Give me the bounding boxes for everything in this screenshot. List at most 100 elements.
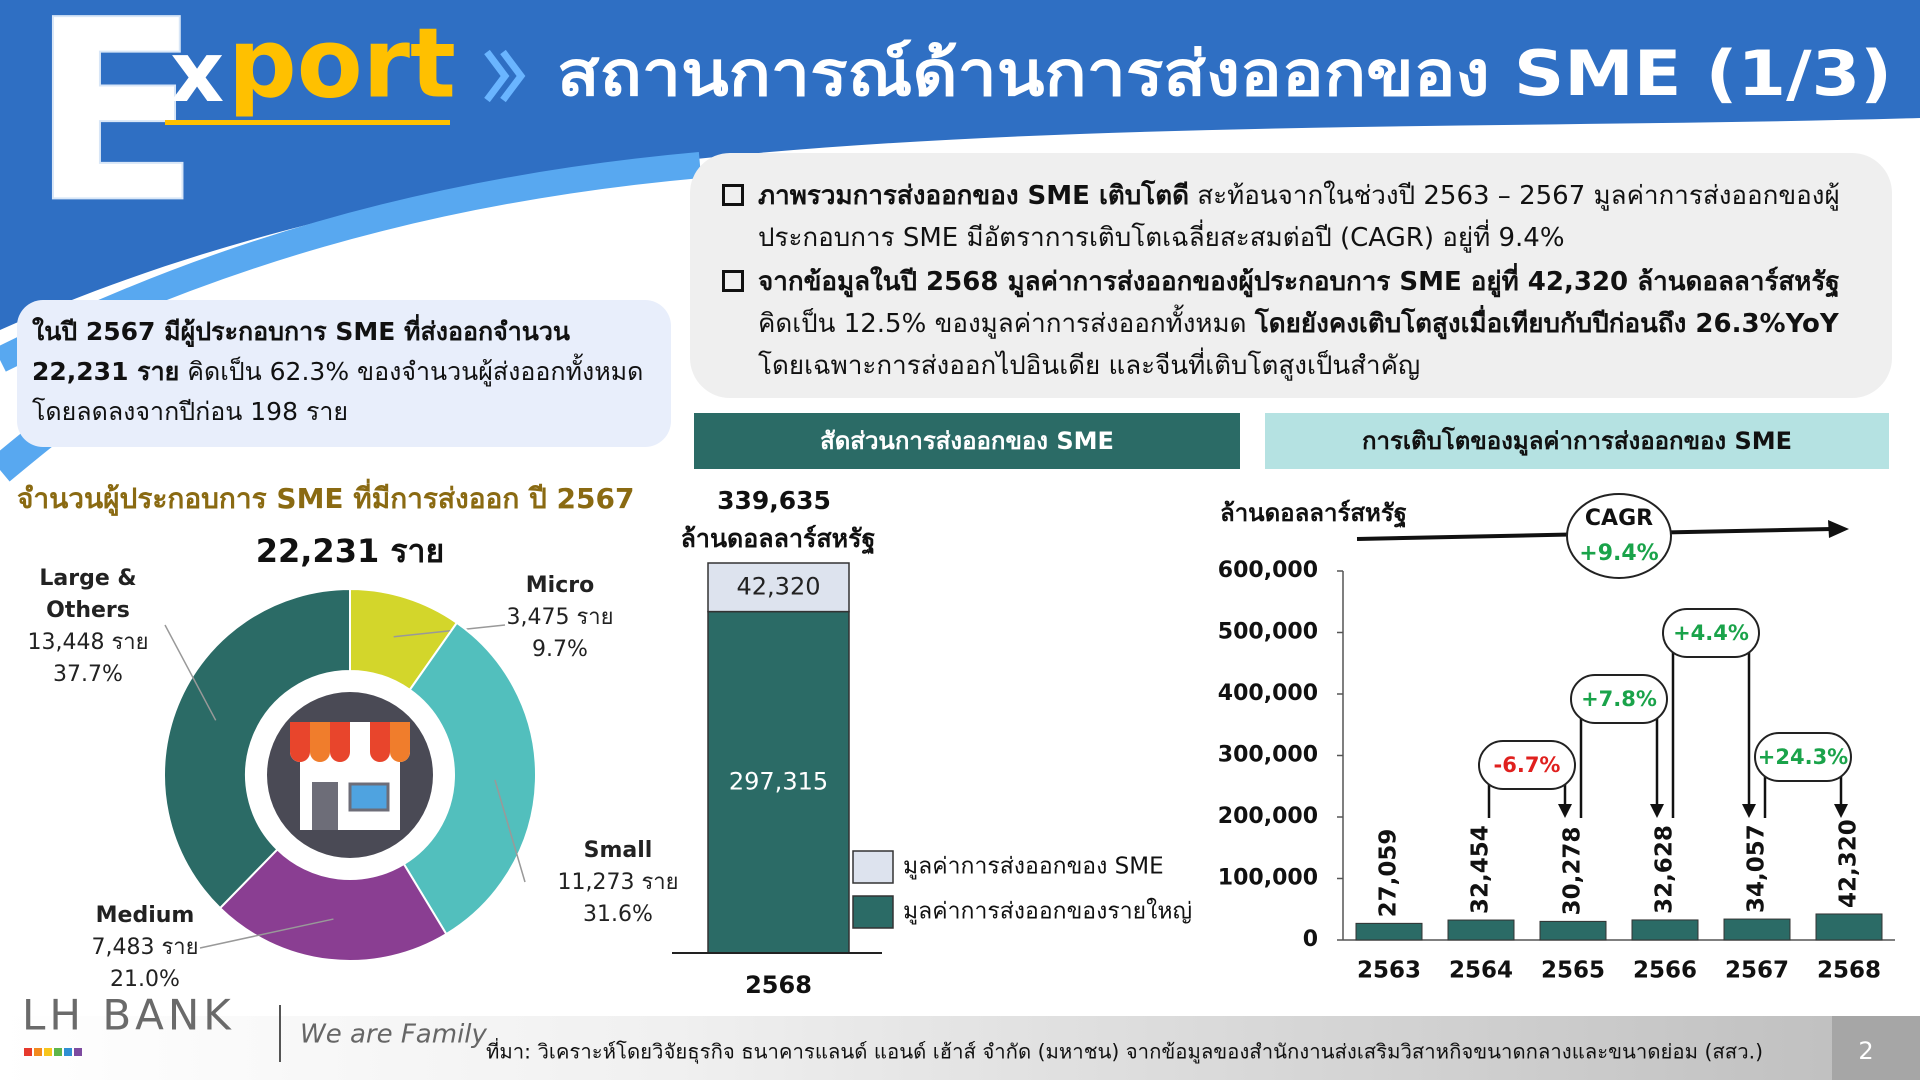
- value-label: 42,320: [1836, 819, 1862, 908]
- shop-door: [312, 782, 338, 830]
- slice-label: Large & Others 13,448 ราย 37.7%: [18, 563, 158, 691]
- arrow-head: [1834, 804, 1848, 818]
- square: [64, 1048, 72, 1056]
- y-axis-label: ล้านดอลลาร์สหรัฐ: [1220, 499, 1407, 529]
- y-tick-label: 100,000: [1218, 866, 1318, 891]
- slice-value: 7,483 ราย: [91, 935, 199, 960]
- text-run: โดยยังคงเติบโตสูงเมื่อเทียบกับปีก่อนถึง …: [1254, 309, 1839, 339]
- slice-name: Micro: [525, 573, 595, 598]
- bullet-box: [690, 153, 1892, 398]
- slide-title: สถานการณ์ด้านการส่งออกของ SME (1/3): [557, 37, 1892, 110]
- bullet: จากข้อมูลในปี 2568 มูลค่าการส่งออกของผู้…: [722, 261, 1872, 387]
- x-tick-label: 2563: [1357, 958, 1421, 984]
- footer-band: [0, 1016, 1920, 1080]
- text-run: โดยเฉพาะการส่งออกไปอินเดีย และจีนที่เติบ…: [758, 351, 1421, 381]
- slice-share: 21.0%: [110, 967, 180, 992]
- logo-e: E: [30, 0, 201, 257]
- legend-swatch: [852, 895, 894, 929]
- slice-value: 3,475 ราย: [506, 605, 614, 630]
- stack-header: [694, 413, 1240, 469]
- chevron: [484, 49, 526, 103]
- slice-name: Medium: [95, 903, 195, 928]
- bar: [1631, 919, 1699, 941]
- slice-value: 13,448 ราย: [27, 630, 149, 655]
- square: [54, 1048, 62, 1056]
- leader-line: [393, 624, 506, 638]
- bar: [1723, 918, 1791, 941]
- center-label: 22,231 ราย: [256, 532, 445, 570]
- shop-window: [348, 782, 390, 812]
- logo-squares: [24, 1048, 82, 1056]
- square: [24, 1048, 32, 1056]
- x-tick-label: 2565: [1541, 958, 1605, 984]
- value-label: 32,628: [1652, 825, 1678, 914]
- growth-label: +7.8%: [1581, 687, 1657, 711]
- bullet-list: ภาพรวมการส่งออกของ SME เติบโตดี สะท้อนจา…: [722, 175, 1872, 389]
- slice-share: 9.7%: [532, 637, 588, 662]
- source-note: ที่มา: วิเคราะห์โดยวิจัยธุรกิจ ธนาคารแลน…: [486, 1038, 1763, 1065]
- x-tick-label: 2564: [1449, 958, 1513, 984]
- arrow-head: [1742, 804, 1756, 818]
- slice-label: Small 11,273 ราย 31.6%: [548, 835, 688, 931]
- value-label: 34,057: [1744, 824, 1770, 913]
- bullet-box: [722, 184, 744, 206]
- slice-value: 11,273 ราย: [557, 870, 679, 895]
- bar: [1539, 920, 1607, 941]
- y-tick-label: 0: [1303, 927, 1318, 952]
- slice-label: Micro 3,475 ราย 9.7%: [490, 570, 630, 666]
- total-unit: ล้านดอลลาร์สหรัฐ: [681, 524, 876, 555]
- page-number: 2: [1858, 1037, 1873, 1065]
- leader-line: [199, 918, 334, 949]
- legend-swatch: [852, 850, 894, 884]
- growth-bubble: [1478, 740, 1576, 790]
- slogan: We are Family: [300, 1020, 488, 1050]
- bullet: ภาพรวมการส่งออกของ SME เติบโตดี สะท้อนจา…: [722, 175, 1872, 259]
- bar: [1447, 919, 1515, 941]
- value-label: 32,454: [1468, 825, 1494, 914]
- summary-text: ในปี 2567 มีผู้ประกอบการ SME ที่ส่งออกจำ…: [32, 312, 662, 432]
- awning-stripe: [290, 722, 390, 762]
- text-run: คิดเป็น 12.5% ของมูลค่าการส่งออกทั้งหมด: [758, 309, 1255, 339]
- slice-name: Large & Others: [39, 566, 137, 623]
- x-tick-label: 2566: [1633, 958, 1697, 984]
- x-tick-label: 2568: [1817, 958, 1881, 984]
- square: [34, 1048, 42, 1056]
- logo-underline: [165, 120, 450, 125]
- text-run: จากข้อมูลในปี 2568 มูลค่าการส่งออกของผู้…: [758, 267, 1840, 297]
- slice-share: 31.6%: [583, 902, 653, 927]
- donut-slice: [402, 621, 537, 936]
- cagr-value: +9.4%: [1579, 541, 1658, 566]
- page-box: [1832, 1016, 1920, 1080]
- growth-bubble: [1754, 732, 1852, 782]
- y-tick-label: 500,000: [1218, 620, 1318, 645]
- arrow-head: [1650, 804, 1664, 818]
- leader-line: [494, 779, 526, 883]
- bar-segment: [707, 610, 850, 954]
- chart-title: จำนวนผู้ประกอบการ SME ที่มีการส่งออก ปี …: [17, 478, 634, 516]
- slice-label: Medium 7,483 ราย 21.0%: [75, 900, 215, 996]
- logo-x: x: [170, 23, 224, 121]
- text-run: ในปี 2567 มีผู้ประกอบการ SME ที่ส่งออกจำ…: [32, 317, 571, 386]
- chart-title: การเติบโตของมูลค่าการส่งออกของ SME: [1362, 426, 1792, 456]
- value-label: 30,278: [1560, 827, 1586, 916]
- bar: [1355, 922, 1423, 941]
- total-label: 339,635: [717, 486, 831, 515]
- summary-box: [17, 300, 671, 447]
- leader-line: [164, 624, 217, 721]
- growth-bubble: [1570, 674, 1668, 724]
- value-label: 42,320: [737, 572, 821, 600]
- arrow-head: [1828, 520, 1849, 538]
- value-label: 27,059: [1376, 829, 1402, 918]
- square: [44, 1048, 52, 1056]
- bar: [1815, 913, 1883, 941]
- y-tick-label: 300,000: [1218, 743, 1318, 768]
- legend-label: มูลค่าการส่งออกของรายใหญ่: [903, 898, 1192, 925]
- donut-slice: [218, 848, 448, 962]
- growth-label: -6.7%: [1494, 753, 1561, 777]
- logo-port: port: [228, 7, 456, 119]
- text-run: ภาพรวมการส่งออกของ SME เติบโตดี: [758, 181, 1189, 211]
- donut-slice: [163, 587, 351, 910]
- y-tick-label: 200,000: [1218, 804, 1318, 829]
